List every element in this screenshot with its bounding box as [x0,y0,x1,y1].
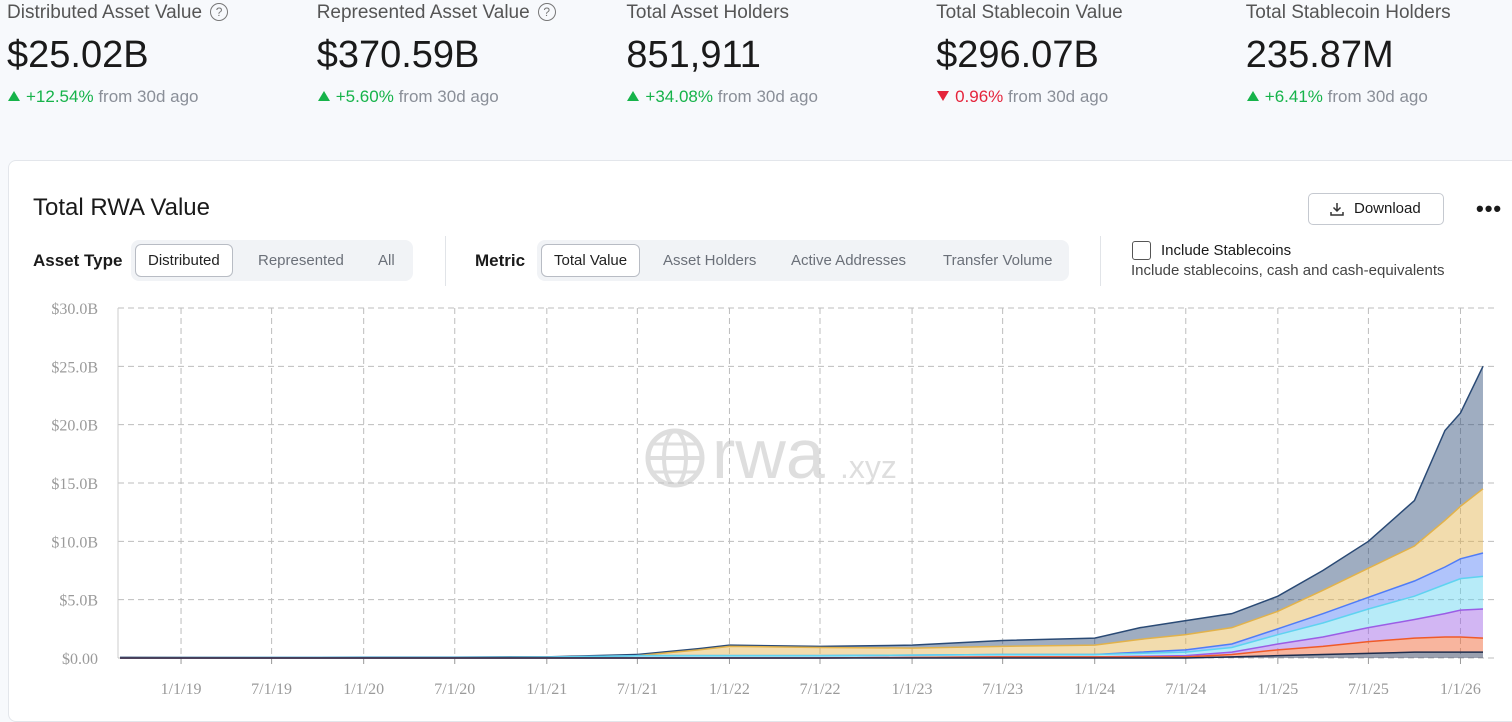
arrow-shape [317,91,330,101]
change-value: +6.41% [1264,87,1323,106]
trend-arrow [937,91,950,101]
asset-type-tabs: Distributed Represented All [131,240,413,281]
help-icon: ? [210,3,229,21]
x-tick-label: 7/1/20 [434,681,475,696]
asset-type-label: Asset Type [33,251,123,270]
x-tick-label: 7/1/21 [617,681,658,696]
checkbox[interactable] [1132,241,1151,260]
checkbox-label: Include Stablecoins [1161,242,1292,259]
x-tick-label: 1/1/23 [892,681,933,696]
y-tick-label: $10.0B [51,534,98,551]
stat-change: +6.41% from 30d ago [1246,87,1428,107]
stat-change: +34.08% from 30d ago [626,87,818,107]
checkbox-description: Include stablecoins, cash and cash-equiv… [1131,262,1445,279]
change-note: from 30d ago [1327,87,1428,106]
more-menu[interactable]: ••• [1476,196,1503,221]
stat-label-text: Represented Asset Value [316,2,530,23]
metric-label: Metric [475,251,526,270]
help-icon: ? [537,3,556,21]
change-value: +5.60% [335,87,394,106]
y-tick-label: $20.0B [51,418,98,435]
tab-option[interactable]: Transfer Volume [943,252,1053,269]
y-tick-label: $0.00 [62,651,98,668]
stat-label: Total Stablecoin Value [936,2,1123,24]
download-label: Download [1354,200,1421,217]
stat-label: Total Asset Holders [626,2,789,24]
tab-option[interactable]: Total Value [541,244,641,277]
stat-value: 851,911 [626,34,761,76]
x-tick-label: 7/1/25 [1348,681,1389,696]
tab-option[interactable]: Active Addresses [791,252,907,269]
chart: rwa .xyz $0.00 $5.0B $10.0B $15.0B $20.0B $25… [51,301,1497,696]
change-note: from 30d ago [1008,87,1109,106]
watermark: rwa .xyz [645,415,897,493]
y-tick-label: $30.0B [51,301,98,318]
y-tick-label: $15.0B [51,476,98,493]
x-tick-label: 7/1/24 [1165,681,1206,696]
x-tick-label: 1/1/22 [709,681,750,696]
stat-value: 235.87M [1245,34,1394,76]
trend-arrow [1246,91,1259,101]
tab-option[interactable]: Represented [258,252,344,269]
stat-value: $370.59B [316,34,480,76]
change-note: from 30d ago [398,87,499,106]
stat-change: +5.60% from 30d ago [317,87,499,107]
y-tick-label: $25.0B [51,359,98,376]
arrow-shape [627,91,640,101]
change-value: 0.96% [955,87,1004,106]
watermark-name: rwa [712,415,825,493]
download-button[interactable]: Download [1308,193,1444,225]
panel-title: Total RWA Value [33,194,210,221]
trend-arrow [8,91,20,101]
divider [445,236,446,286]
x-tick-label: 1/1/20 [343,681,384,696]
x-tick-label: 7/1/22 [800,681,841,696]
arrow-shape [937,91,950,101]
download-icon [1330,203,1344,216]
arrow-shape [8,91,20,101]
area-edge [120,651,1483,659]
stat-change: 0.96% from 30d ago [936,87,1108,107]
x-tick-label: 1/1/19 [161,681,202,696]
y-tick-label: $5.0B [59,593,98,610]
metric-tabs: Total Value Asset Holders Active Addresses… [537,240,1069,281]
arrow-shape [1246,91,1259,101]
area [120,652,1483,658]
watermark-suffix: .xyz [840,449,897,485]
stat-label: Distributed Asset Value? [7,2,229,24]
change-note: from 30d ago [717,87,818,106]
change-value: +12.54% [26,87,94,106]
trend-arrow [317,91,330,101]
tab-option[interactable]: Asset Holders [663,252,757,269]
change-value: +34.08% [645,87,713,106]
divider [1100,236,1101,286]
stat-value: $296.07B [936,34,1099,76]
x-tick-label: 7/1/23 [982,681,1023,696]
x-tick-label: 1/1/26 [1440,681,1481,696]
stat-label: Represented Asset Value? [317,2,556,24]
stat-label-text: Total Stablecoin Value [936,2,1123,23]
tab-option[interactable]: Distributed [135,244,233,277]
x-tick-label: 1/1/25 [1257,681,1298,696]
x-tick-label: 1/1/24 [1074,681,1115,696]
stat-value: $25.02B [7,34,149,76]
x-tick-label: 1/1/21 [526,681,567,696]
page: Distributed Asset Value? $25.02B +12.54% f… [7,2,1512,722]
stat-label: Total Stablecoin Holders [1246,2,1451,24]
stat-label-text: Total Stablecoin Holders [1245,2,1451,23]
change-note: from 30d ago [98,87,199,106]
x-tick-label: 7/1/19 [251,681,292,696]
stat-label-text: Total Asset Holders [626,2,790,23]
stat-change: +12.54% from 30d ago [7,87,199,107]
tab-option[interactable]: All [378,252,395,269]
stat-label-text: Distributed Asset Value [7,2,203,23]
trend-arrow [627,91,640,101]
